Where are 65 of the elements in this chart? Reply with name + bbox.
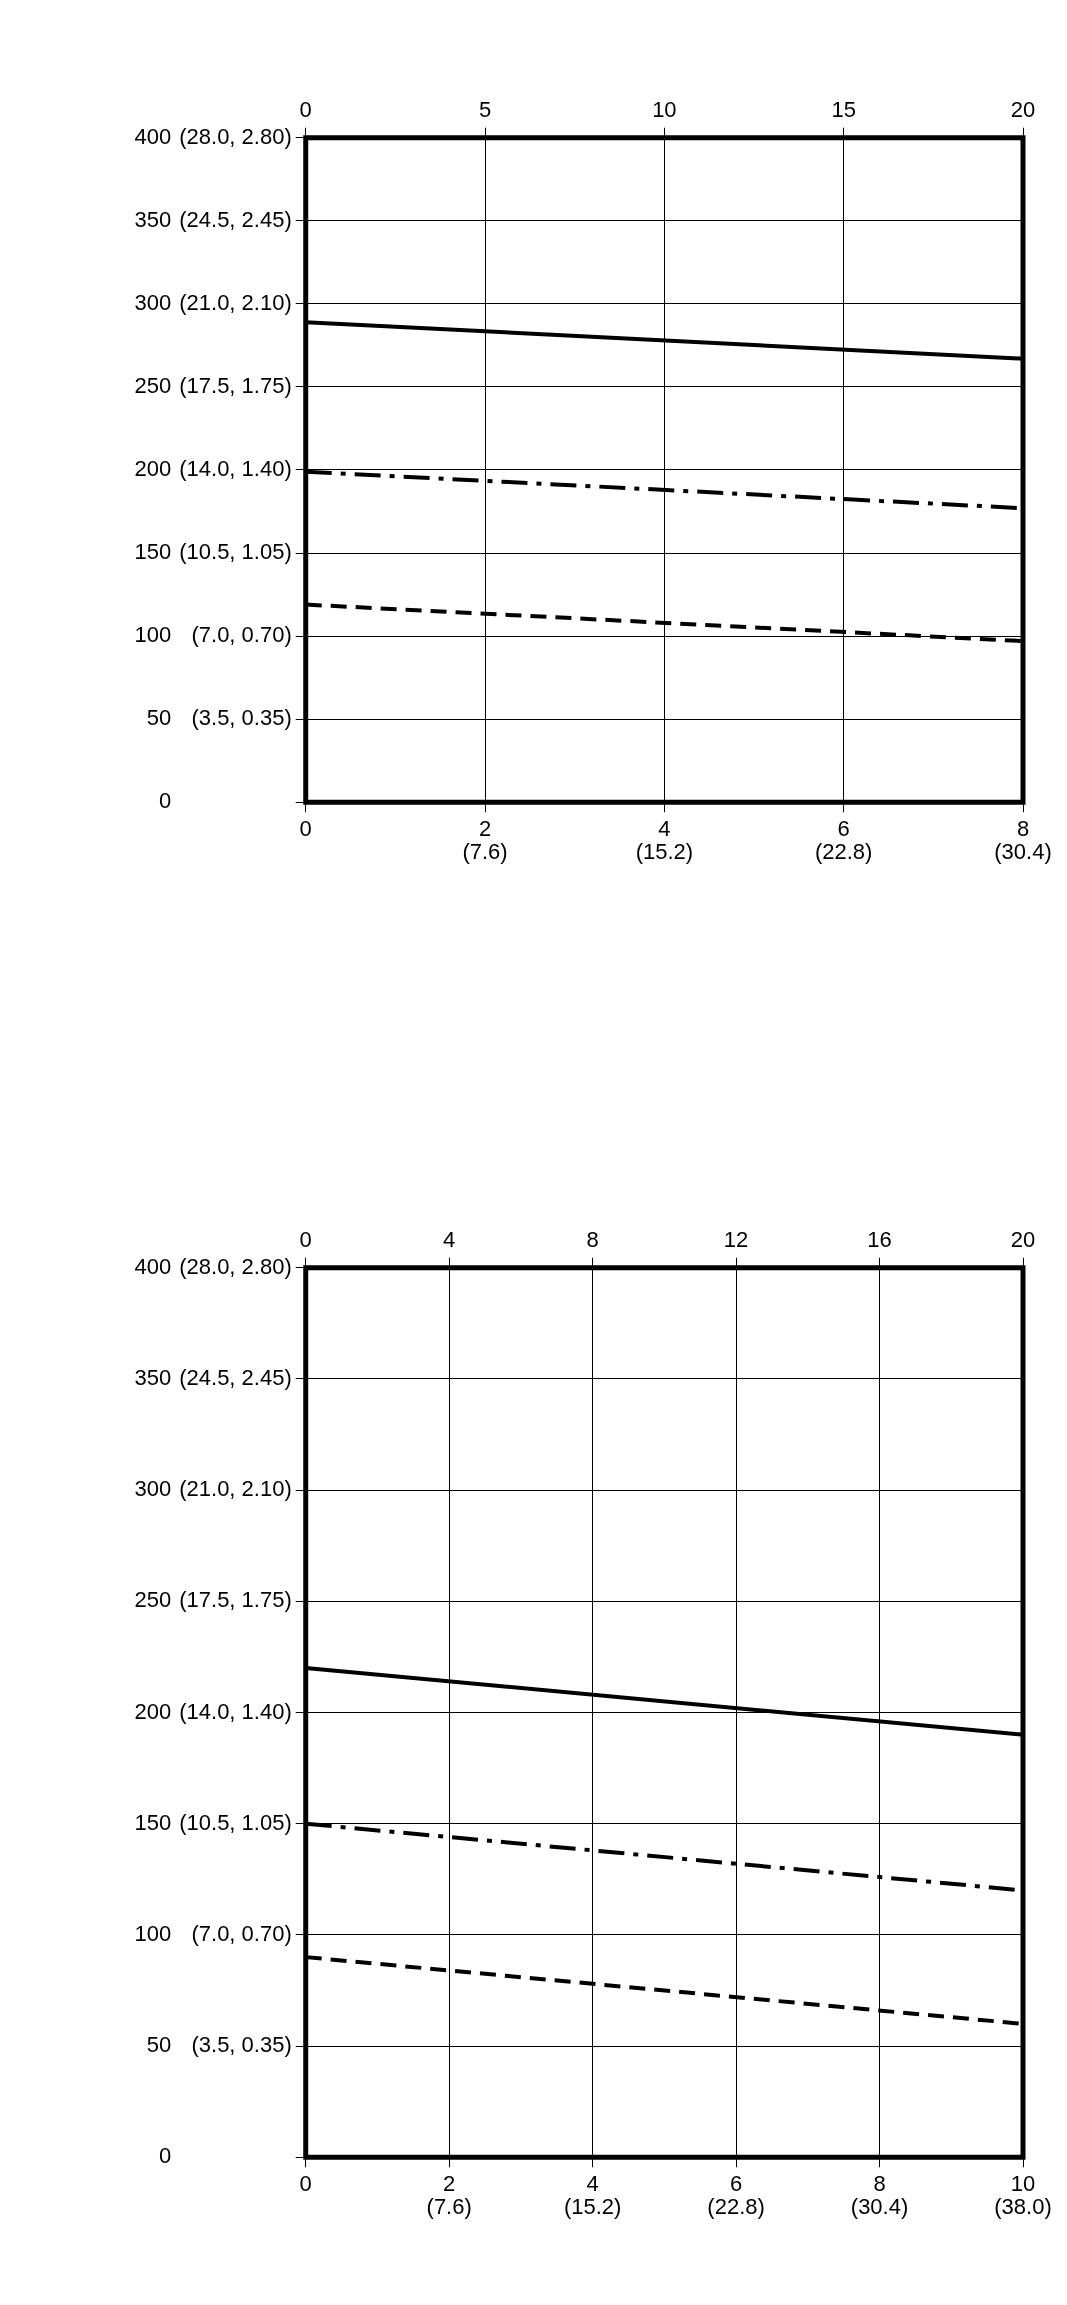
- x-tick-label: 0: [299, 815, 312, 841]
- text: (7.6): [462, 839, 508, 865]
- x2-tick-label: 10: [652, 96, 677, 122]
- x2-tick-label: 0: [299, 1226, 312, 1252]
- y-tick-label: 150: [134, 539, 172, 565]
- x-tick-label: 2: [443, 2170, 456, 2196]
- text: (28.0, 2.80): [179, 123, 292, 149]
- y-tick-label: 250: [134, 1587, 172, 1613]
- y-tick-label: 50: [146, 2032, 172, 2058]
- y-tick-label: 300: [134, 1476, 172, 1502]
- x2-tick-label: 15: [831, 96, 856, 122]
- x-tick-label: 4: [658, 815, 671, 841]
- text: (21.0, 2.10): [179, 1476, 292, 1502]
- y-tick-label: 350: [134, 1364, 172, 1390]
- y-tick-label: 250: [134, 372, 172, 398]
- text: (22.8): [814, 839, 873, 865]
- y-tick-label: 300: [134, 289, 172, 315]
- text: (14.0, 1.40): [179, 1698, 292, 1724]
- x2-tick-label: 8: [586, 1226, 599, 1252]
- y-tick-label: 100: [134, 1920, 172, 1946]
- x-tick-label: 2: [478, 815, 492, 841]
- text: (10.5, 1.05): [179, 539, 292, 565]
- x2-tick-label: 16: [867, 1226, 892, 1252]
- text: (24.5, 2.45): [179, 206, 292, 232]
- x-tick-label: 10: [1010, 2170, 1036, 2196]
- x2-tick-label: 20: [1010, 96, 1036, 122]
- x-tick-label: 8: [1016, 815, 1030, 841]
- y-tick-label: 200: [134, 456, 172, 482]
- y-tick-label: 400: [134, 123, 172, 149]
- x2-tick-label: 12: [723, 1226, 749, 1252]
- text: (15.2): [563, 2194, 622, 2220]
- y-tick-label: 0: [158, 788, 172, 814]
- text: (10.5, 1.05): [179, 1809, 292, 1835]
- text: (30.4): [850, 2194, 909, 2220]
- x2-tick-label: 0: [299, 96, 312, 122]
- y-tick-label: 50: [146, 705, 172, 731]
- text: (22.8): [707, 2194, 765, 2220]
- text: (21.0, 2.10): [179, 289, 292, 315]
- text: (17.5, 1.75): [179, 372, 292, 398]
- x2-tick-label: 4: [443, 1226, 456, 1252]
- x-tick-label: 6: [837, 815, 850, 841]
- y-tick-label: 0: [158, 2143, 172, 2169]
- x-tick-label: 6: [729, 2170, 743, 2196]
- y-tick-label: 150: [134, 1809, 172, 1835]
- text: (7.0, 0.70): [191, 622, 292, 648]
- text: (7.0, 0.70): [191, 1920, 292, 1946]
- text: (15.2): [635, 839, 694, 865]
- x-tick-label: 0: [299, 2170, 312, 2196]
- x2-tick-label: 5: [478, 96, 492, 122]
- text: (3.5, 0.35): [191, 2032, 292, 2058]
- x-tick-label: 4: [586, 2170, 599, 2196]
- text: (7.6): [426, 2194, 472, 2220]
- text: (30.4): [994, 839, 1052, 865]
- text: (14.0, 1.40): [179, 456, 292, 482]
- text: (28.0, 2.80): [179, 1253, 292, 1279]
- y-tick-label: 200: [134, 1698, 172, 1724]
- x-tick-label: 8: [873, 2170, 886, 2196]
- y-tick-label: 350: [134, 206, 172, 232]
- text: (17.5, 1.75): [179, 1587, 292, 1613]
- text: (24.5, 2.45): [179, 1364, 292, 1390]
- text: (38.0): [994, 2194, 1052, 2220]
- y-tick-label: 100: [134, 622, 172, 648]
- text: (3.5, 0.35): [191, 705, 292, 731]
- x2-tick-label: 20: [1010, 1226, 1036, 1252]
- y-tick-label: 400: [134, 1253, 172, 1279]
